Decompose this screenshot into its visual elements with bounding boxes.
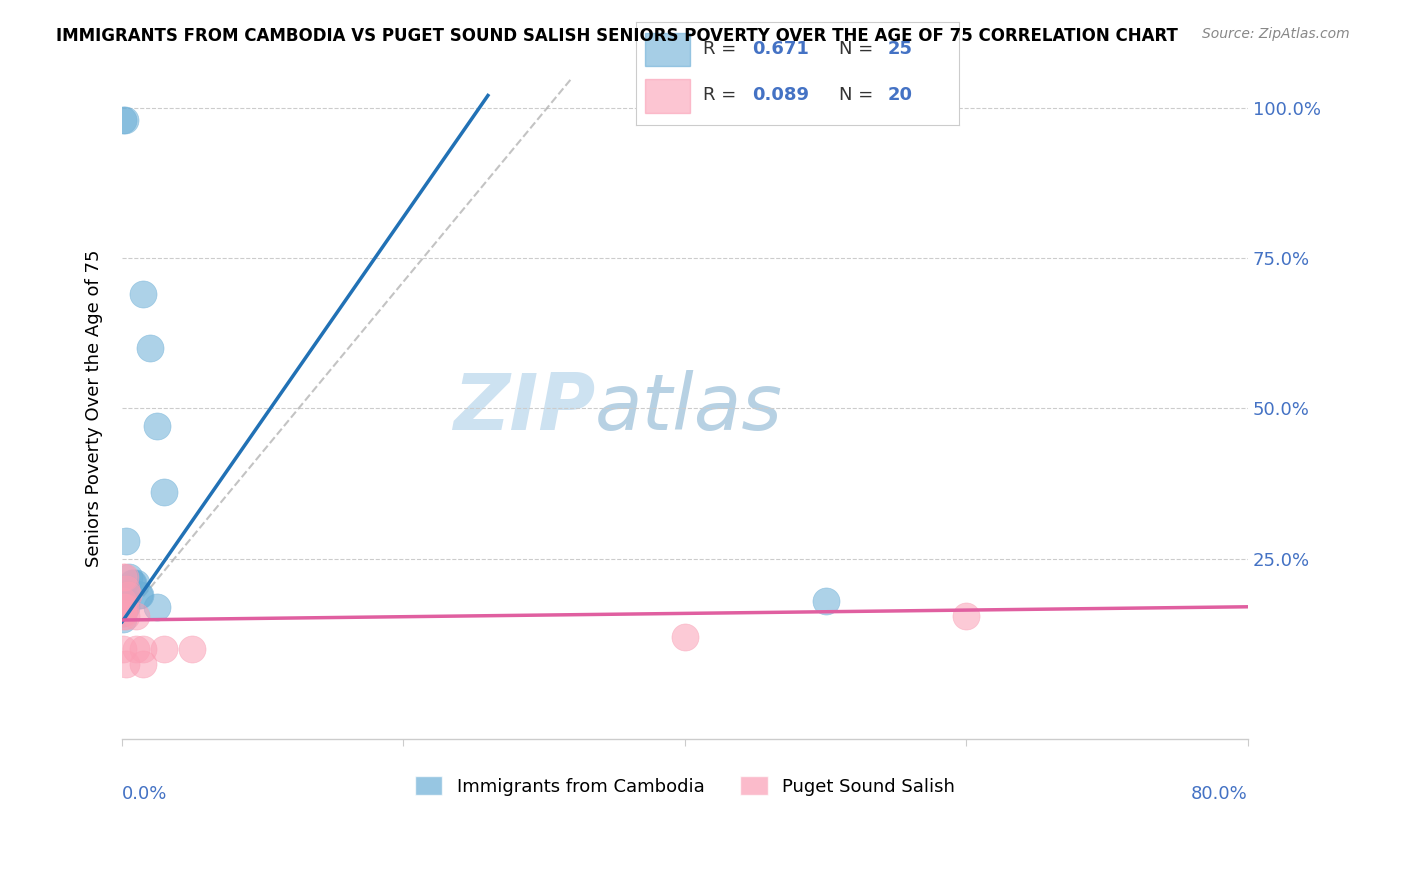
Point <box>115 582 138 596</box>
Point <box>118 570 141 584</box>
Point <box>112 599 135 614</box>
Text: 0.0%: 0.0% <box>122 786 167 804</box>
Point <box>117 588 139 602</box>
Point <box>132 641 155 656</box>
Text: ZIP: ZIP <box>453 370 595 446</box>
Point <box>122 575 145 590</box>
Point <box>112 606 135 620</box>
Point <box>121 575 143 590</box>
Point <box>955 608 977 623</box>
Text: atlas: atlas <box>595 370 783 446</box>
Point <box>112 588 135 602</box>
Point <box>115 608 138 623</box>
Point <box>125 575 148 590</box>
Text: 80.0%: 80.0% <box>1191 786 1249 804</box>
Text: Source: ZipAtlas.com: Source: ZipAtlas.com <box>1202 27 1350 41</box>
Point <box>814 594 837 608</box>
Text: 0.089: 0.089 <box>752 87 808 104</box>
Point <box>115 599 138 614</box>
Point <box>125 608 148 623</box>
Text: 20: 20 <box>887 87 912 104</box>
Point <box>114 599 136 614</box>
Point <box>114 594 136 608</box>
Text: R =: R = <box>703 87 742 104</box>
Point <box>132 657 155 671</box>
Point <box>112 112 135 127</box>
Point <box>132 287 155 301</box>
Point <box>115 657 138 671</box>
Point <box>112 599 135 614</box>
Point <box>128 588 150 602</box>
Point <box>114 570 136 584</box>
Point <box>129 588 152 602</box>
Text: N =: N = <box>839 40 879 58</box>
Legend: Immigrants from Cambodia, Puget Sound Salish: Immigrants from Cambodia, Puget Sound Sa… <box>408 769 962 803</box>
Point <box>111 612 134 626</box>
Point <box>153 485 176 500</box>
Point <box>181 641 204 656</box>
Y-axis label: Seniors Poverty Over the Age of 75: Seniors Poverty Over the Age of 75 <box>86 250 103 567</box>
Point <box>115 533 138 548</box>
Point <box>111 641 134 656</box>
Text: 0.671: 0.671 <box>752 40 808 58</box>
Point <box>112 570 135 584</box>
Point <box>114 112 136 127</box>
Point <box>112 608 135 623</box>
Point <box>111 606 134 620</box>
Point <box>114 599 136 614</box>
Point <box>111 599 134 614</box>
Text: 25: 25 <box>887 40 912 58</box>
Text: R =: R = <box>703 40 742 58</box>
Text: IMMIGRANTS FROM CAMBODIA VS PUGET SOUND SALISH SENIORS POVERTY OVER THE AGE OF 7: IMMIGRANTS FROM CAMBODIA VS PUGET SOUND … <box>56 27 1178 45</box>
Point <box>115 594 138 608</box>
FancyBboxPatch shape <box>645 78 690 112</box>
FancyBboxPatch shape <box>645 33 690 66</box>
Point <box>112 599 135 614</box>
Point <box>673 630 696 644</box>
Point <box>125 641 148 656</box>
Point <box>146 599 169 614</box>
Point <box>111 594 134 608</box>
Text: N =: N = <box>839 87 879 104</box>
Point <box>146 419 169 434</box>
Point <box>139 341 162 355</box>
Point <box>153 641 176 656</box>
